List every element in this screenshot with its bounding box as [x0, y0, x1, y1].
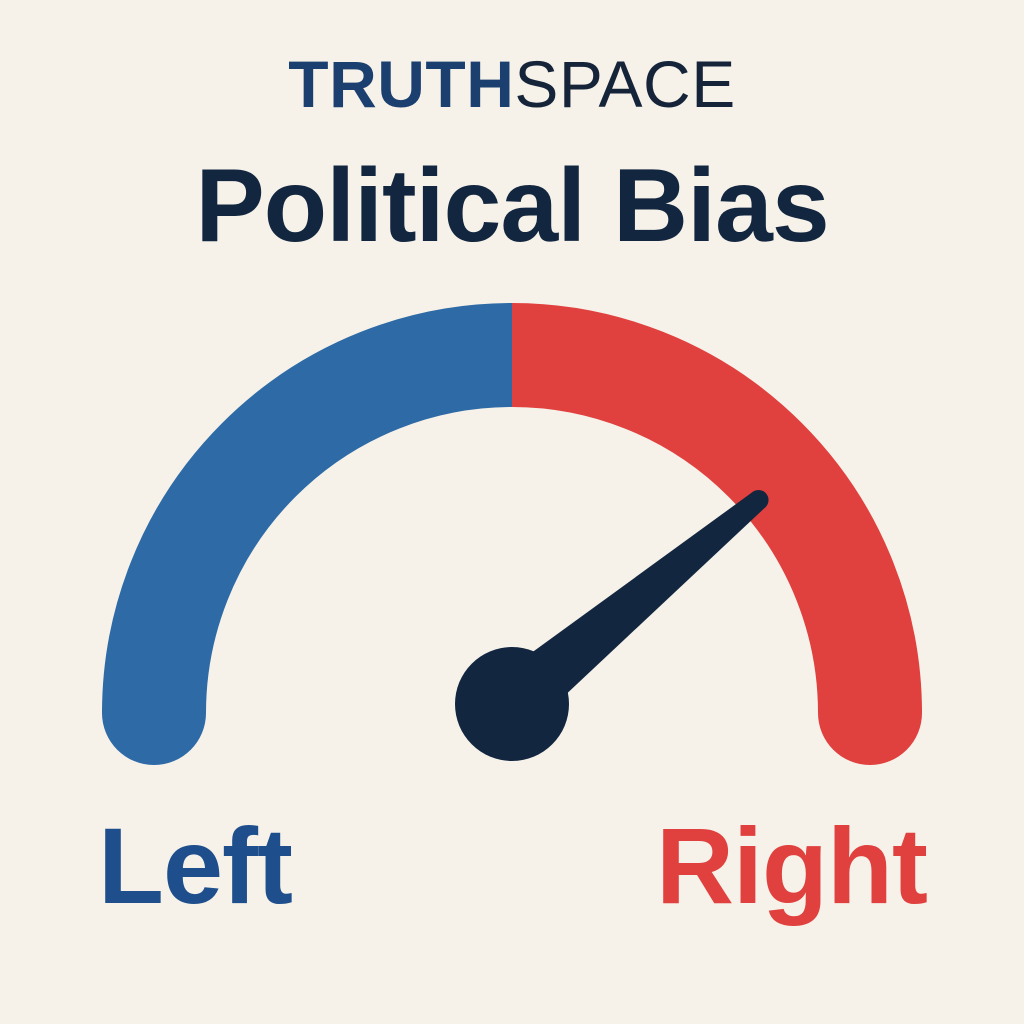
brand-logo-space: SPACE [514, 47, 736, 121]
gauge-cap-left [102, 661, 206, 765]
brand-logo-truth: TRUTH [288, 47, 515, 121]
gauge-hub [455, 647, 569, 761]
page-title: Political Bias [195, 148, 829, 264]
gauge-needle [492, 492, 765, 728]
gauge-arc-left [102, 303, 513, 714]
left-label: Left [98, 805, 293, 926]
gauge-needle-tip [748, 490, 769, 511]
brand-logo: TRUTHSPACE [0, 44, 1024, 124]
gauge-arc-right [511, 303, 922, 714]
gauge-cap-right [818, 661, 922, 765]
right-label: Right [656, 805, 928, 926]
